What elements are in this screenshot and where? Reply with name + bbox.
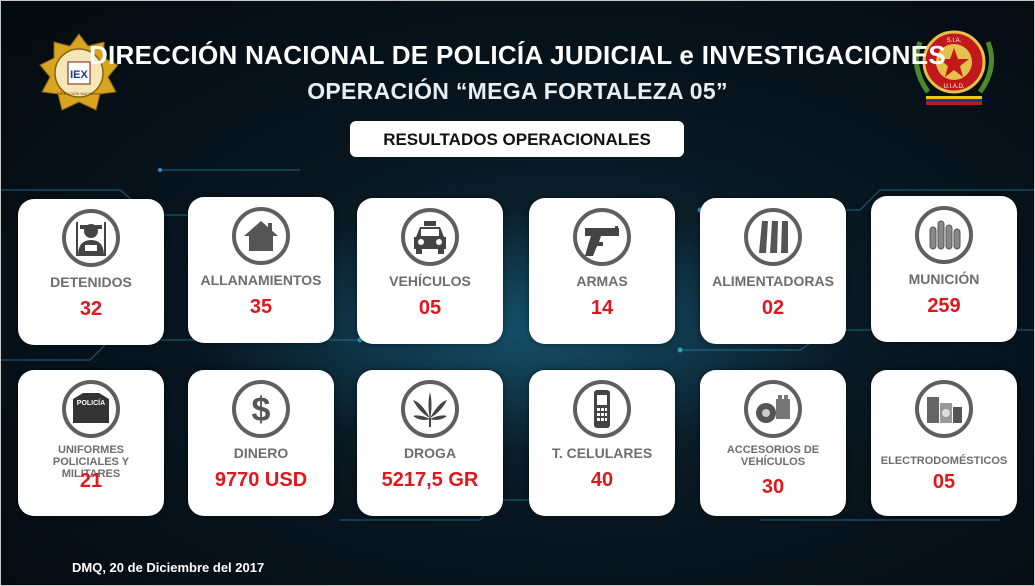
magazine-icon	[744, 208, 802, 266]
cannabis-leaf-icon	[401, 380, 459, 438]
card-label: T. CELULARES	[551, 445, 653, 461]
card-label: ARMAS	[576, 273, 628, 289]
appliances-icon	[915, 380, 973, 438]
card-alimentadoras: ALIMENTADORAS 02	[700, 198, 846, 344]
card-municion: MUNICIÓN 259	[871, 196, 1017, 342]
left-logo-text: IEX	[70, 69, 88, 81]
ammunition-icon	[915, 206, 973, 264]
card-value: 14	[590, 297, 614, 319]
uniform-badge-text: POLICÍA	[77, 398, 105, 407]
card-uniformes: POLICÍA UNIFORMES POLICIALES Y MILITARES…	[18, 370, 164, 516]
dollar-icon: $	[232, 380, 290, 438]
cellphone-icon	[573, 380, 631, 438]
uniform-icon: POLICÍA	[62, 380, 120, 438]
right-logo-bottom-text: U.I.A.D.	[943, 84, 964, 90]
card-allanamientos: ALLANAMIENTOS 35	[188, 197, 334, 343]
card-value: 40	[590, 469, 614, 491]
card-value: 32	[79, 298, 103, 320]
police-badge-logo: IEX DIRECCIÓN NACIONAL	[38, 32, 120, 114]
card-armas: ARMAS 14	[529, 198, 675, 344]
card-label: ALLANAMIENTOS	[200, 272, 322, 288]
car-icon	[401, 208, 459, 266]
page-title: DIRECCIÓN NACIONAL DE POLICÍA JUDICIAL e…	[88, 40, 947, 70]
operation-subtitle: OPERACIÓN “MEGA FORTALEZA 05”	[307, 78, 728, 104]
card-label: VEHÍCULOS	[389, 273, 471, 289]
card-label: ALIMENTADORAS	[712, 273, 834, 289]
car-parts-icon	[744, 380, 802, 438]
left-logo-caption: DIRECCIÓN NACIONAL	[57, 91, 102, 96]
right-logo-top-text: S.I.A.	[947, 38, 962, 44]
card-label: ELECTRODOMÉSTICOS	[880, 455, 1008, 467]
card-label: DROGA	[403, 445, 457, 461]
card-label: MUNICIÓN	[908, 271, 980, 287]
card-value: 05	[418, 297, 442, 319]
card-accesorios: ACCESORIOS DE VEHÍCULOS 30	[700, 370, 846, 516]
card-electrodomesticos: ELECTRODOMÉSTICOS 05	[871, 370, 1017, 516]
card-label: DINERO	[233, 445, 289, 461]
svg-text:$: $	[252, 391, 271, 429]
card-value: 35	[249, 296, 273, 318]
footer-date: DMQ, 20 de Diciembre del 2017	[72, 560, 265, 575]
card-detenidos: DETENIDOS 32	[18, 199, 164, 345]
card-value: 259	[927, 295, 961, 317]
card-dinero: $ DINERO 9770 USD	[188, 370, 334, 516]
card-value: 02	[761, 297, 785, 319]
card-celulares: T. CELULARES 40	[529, 370, 675, 516]
card-vehiculos: VEHÍCULOS 05	[357, 198, 503, 344]
house-icon	[232, 207, 290, 265]
card-label: UNIFORMES POLICIALES Y MILITARES	[52, 444, 130, 480]
card-value: 5217,5 GR	[381, 469, 479, 491]
card-value: 30	[761, 476, 785, 498]
card-label: DETENIDOS	[50, 274, 132, 290]
pistol-icon	[573, 208, 631, 266]
card-value: 21	[79, 470, 103, 492]
unit-emblem-logo: S.I.A. U.I.A.D.	[906, 22, 1002, 110]
card-label: ACCESORIOS DE VEHÍCULOS	[726, 444, 820, 468]
card-value: 05	[932, 471, 956, 493]
detainee-icon	[62, 209, 120, 267]
results-banner: RESULTADOS OPERACIONALES	[350, 121, 684, 157]
card-droga: DROGA 5217,5 GR	[357, 370, 503, 516]
card-value: 9770 USD	[214, 469, 308, 491]
